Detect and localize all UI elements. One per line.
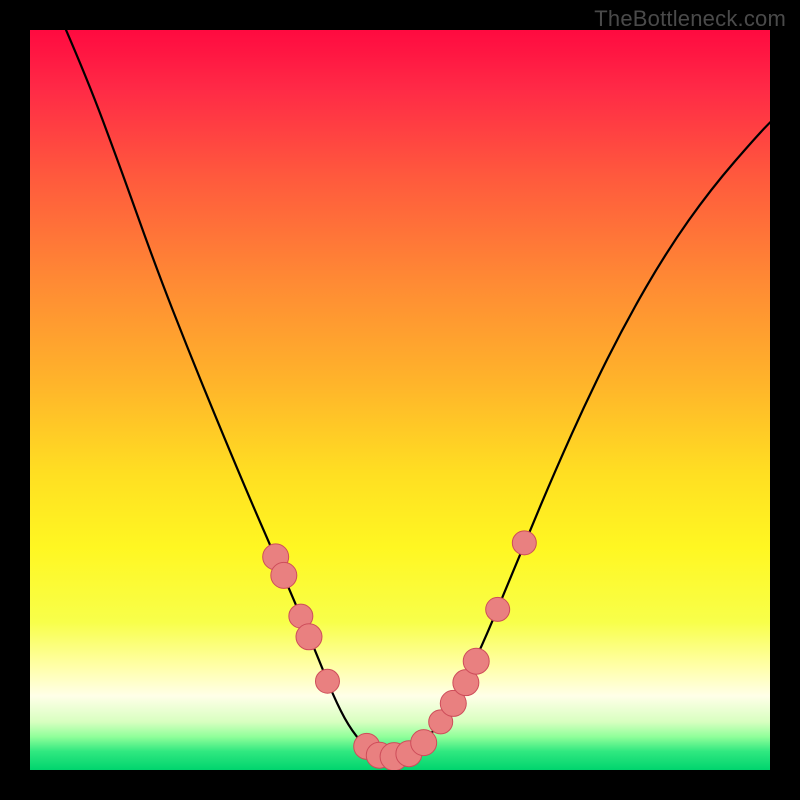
data-marker	[463, 648, 489, 674]
data-marker	[486, 597, 510, 621]
watermark-text: TheBottleneck.com	[594, 6, 786, 32]
data-marker	[512, 531, 536, 555]
data-marker	[315, 669, 339, 693]
data-marker	[296, 624, 322, 650]
bottleneck-chart	[30, 30, 770, 770]
v-curve	[60, 30, 770, 755]
plot-area	[30, 30, 770, 770]
data-marker	[411, 730, 437, 756]
data-markers	[263, 531, 537, 770]
data-marker	[271, 562, 297, 588]
